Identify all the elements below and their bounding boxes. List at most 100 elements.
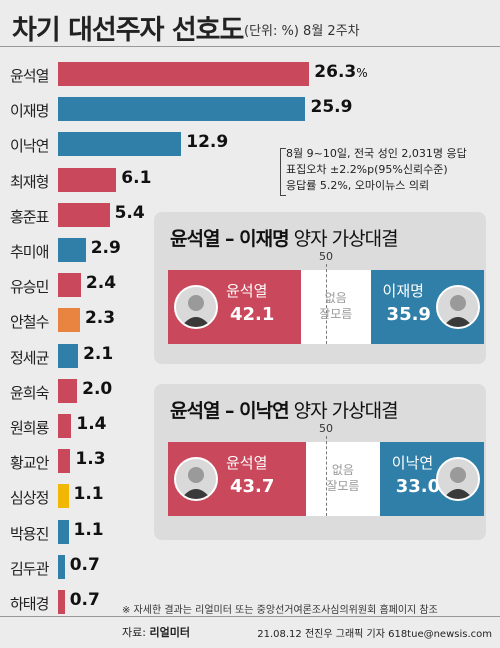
data-label: 12.9 bbox=[186, 132, 229, 153]
bar-row: 김두관 0.7 bbox=[0, 553, 500, 581]
right-candidate-name: 이낙연 bbox=[391, 454, 434, 472]
candidate-photo-icon bbox=[174, 457, 218, 501]
bar-row: 박용진 1.1 bbox=[0, 518, 500, 546]
panel-title-names: 윤석열 – 이낙연 bbox=[170, 400, 290, 422]
left-candidate-name: 윤석열 bbox=[226, 454, 268, 472]
right-candidate-value: 35.9 bbox=[386, 304, 431, 325]
bar-row: 추미애 2.9 bbox=[0, 236, 500, 264]
data-label: 1.1 bbox=[73, 484, 104, 505]
category-label: 홍준표 bbox=[10, 207, 49, 226]
category-label: 윤희숙 bbox=[10, 383, 49, 402]
category-label: 안철수 bbox=[10, 313, 49, 332]
panel-title: 윤석열 – 이낙연 양자 가상대결 bbox=[170, 396, 399, 423]
category-label: 황교안 bbox=[10, 454, 49, 473]
category-label: 박용진 bbox=[10, 524, 49, 543]
survey-note-line-2: 표집오차 ±2.2%p(95%신뢰수준) bbox=[286, 163, 448, 176]
bar bbox=[58, 62, 310, 86]
bar bbox=[58, 97, 306, 122]
panel-title: 윤석열 – 이재명 양자 가상대결 bbox=[170, 224, 399, 251]
bar-row: 황교안 1.3 bbox=[0, 447, 500, 475]
category-label: 심상정 bbox=[10, 489, 49, 508]
data-label: 25.9 bbox=[310, 97, 353, 118]
left-candidate-value: 42.1 bbox=[230, 304, 275, 325]
chart-title: 차기 대선주자 선호도 bbox=[12, 15, 244, 46]
bar-row: 하태경 0.7 bbox=[0, 588, 500, 616]
data-label: 6.1 bbox=[121, 167, 152, 188]
bar bbox=[58, 590, 65, 614]
category-label: 유승민 bbox=[10, 278, 49, 297]
left-candidate-value: 43.7 bbox=[230, 476, 275, 497]
source-prefix: 자료: bbox=[122, 626, 150, 639]
panel-title-rest: 양자 가상대결 bbox=[288, 400, 399, 422]
candidate-photo-icon bbox=[436, 457, 480, 501]
undecided-label-line: 잘모름 bbox=[319, 307, 353, 321]
bar-row: 이낙연 12.9 bbox=[0, 130, 500, 158]
bar bbox=[58, 308, 80, 333]
bar bbox=[58, 167, 117, 192]
data-label: 2.4 bbox=[85, 273, 117, 294]
bar-row: 심상정 1.1 bbox=[0, 482, 500, 510]
data-label: 1.1 bbox=[73, 519, 104, 540]
panel-title-rest: 양자 가상대결 bbox=[288, 228, 399, 250]
category-label: 이낙연 bbox=[10, 137, 49, 156]
undecided-segment bbox=[306, 442, 380, 516]
category-label: 추미애 bbox=[10, 243, 49, 261]
unit-label: % bbox=[356, 66, 368, 80]
chart-subtitle: (단위: %) 8월 2주차 bbox=[244, 24, 360, 39]
bar-row: 윤석열 26.3% bbox=[0, 60, 500, 88]
panel-title-names: 윤석열 – 이재명 bbox=[170, 228, 290, 250]
survey-note: 8월 9~10일, 전국 성인 2,031명 응답 표집오차 ±2.2%p(95… bbox=[280, 146, 467, 196]
bar-row: 최재형 6.1 bbox=[0, 166, 500, 194]
undecided-label-line: 없음 bbox=[324, 291, 347, 305]
category-label: 원희룡 bbox=[10, 419, 49, 437]
bar bbox=[58, 519, 69, 544]
survey-note-line-3: 응답률 5.2%, 오마이뉴스 의뢰 bbox=[286, 179, 430, 192]
category-label: 이재명 bbox=[10, 102, 49, 121]
category-label: 최재형 bbox=[10, 172, 49, 191]
data-label: 2.9 bbox=[90, 238, 121, 258]
bar bbox=[58, 273, 81, 298]
category-label: 정세균 bbox=[10, 348, 49, 367]
title-divider bbox=[0, 46, 500, 47]
bar bbox=[58, 484, 69, 509]
right-candidate-value: 33.0 bbox=[395, 476, 441, 497]
bar bbox=[58, 449, 71, 474]
survey-note-line-1: 8월 9~10일, 전국 성인 2,031명 응답 bbox=[286, 147, 467, 160]
bar bbox=[58, 414, 72, 438]
note-bracket bbox=[280, 148, 286, 196]
bar bbox=[58, 238, 86, 262]
data-label: 5.4 bbox=[114, 202, 145, 223]
undecided-label-line: 잘모름 bbox=[326, 479, 360, 493]
data-label: 2.3 bbox=[84, 308, 116, 329]
midpoint-label: 50 bbox=[319, 250, 333, 263]
bar bbox=[58, 378, 78, 403]
category-label: 김두관 bbox=[10, 559, 49, 578]
bar-row: 정세균 2.1 bbox=[0, 342, 500, 370]
footnote: ※ 자세한 결과는 리얼미터 또는 중앙선거여론조사심의위원회 홈페이지 참조 bbox=[122, 605, 438, 616]
category-label: 하태경 bbox=[10, 595, 49, 613]
bar-row: 홍준표 5.4 bbox=[0, 201, 500, 229]
credit: 21.08.12 전진우 그래픽 기자 618tue@newsis.com bbox=[257, 629, 492, 640]
bar bbox=[58, 132, 182, 157]
bar bbox=[58, 343, 79, 368]
data-label: 1.4 bbox=[76, 414, 107, 434]
data-label: 2.1 bbox=[83, 343, 114, 364]
data-label: 26.3% bbox=[314, 62, 368, 82]
source-name: 리얼미터 bbox=[149, 626, 190, 639]
source-label: 자료: 리얼미터 bbox=[122, 624, 190, 640]
undecided-label-line: 없음 bbox=[331, 463, 354, 477]
midpoint-line bbox=[326, 264, 327, 344]
left-candidate-name: 윤석열 bbox=[226, 282, 268, 300]
candidate-photo-icon bbox=[436, 285, 480, 329]
bottom-divider bbox=[0, 616, 500, 617]
category-label: 윤석열 bbox=[10, 67, 49, 85]
right-candidate-name: 이재명 bbox=[382, 282, 424, 300]
midpoint-label: 50 bbox=[319, 422, 333, 435]
candidate-photo-icon bbox=[174, 285, 218, 329]
undecided-segment bbox=[301, 270, 371, 344]
bar-row: 원희룡 1.4 bbox=[0, 412, 500, 440]
